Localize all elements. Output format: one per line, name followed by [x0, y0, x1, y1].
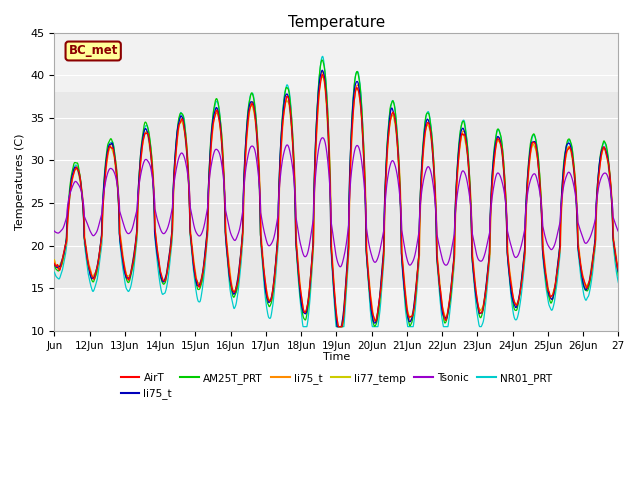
Y-axis label: Temperatures (C): Temperatures (C) — [15, 133, 25, 230]
Bar — [54, 92, 618, 288]
Text: BC_met: BC_met — [68, 45, 118, 58]
X-axis label: Time: Time — [323, 352, 350, 362]
Legend: AirT, li75_t, AM25T_PRT, li75_t, li77_temp, Tsonic, NR01_PRT: AirT, li75_t, AM25T_PRT, li75_t, li77_te… — [116, 369, 556, 403]
Title: Temperature: Temperature — [288, 15, 385, 30]
